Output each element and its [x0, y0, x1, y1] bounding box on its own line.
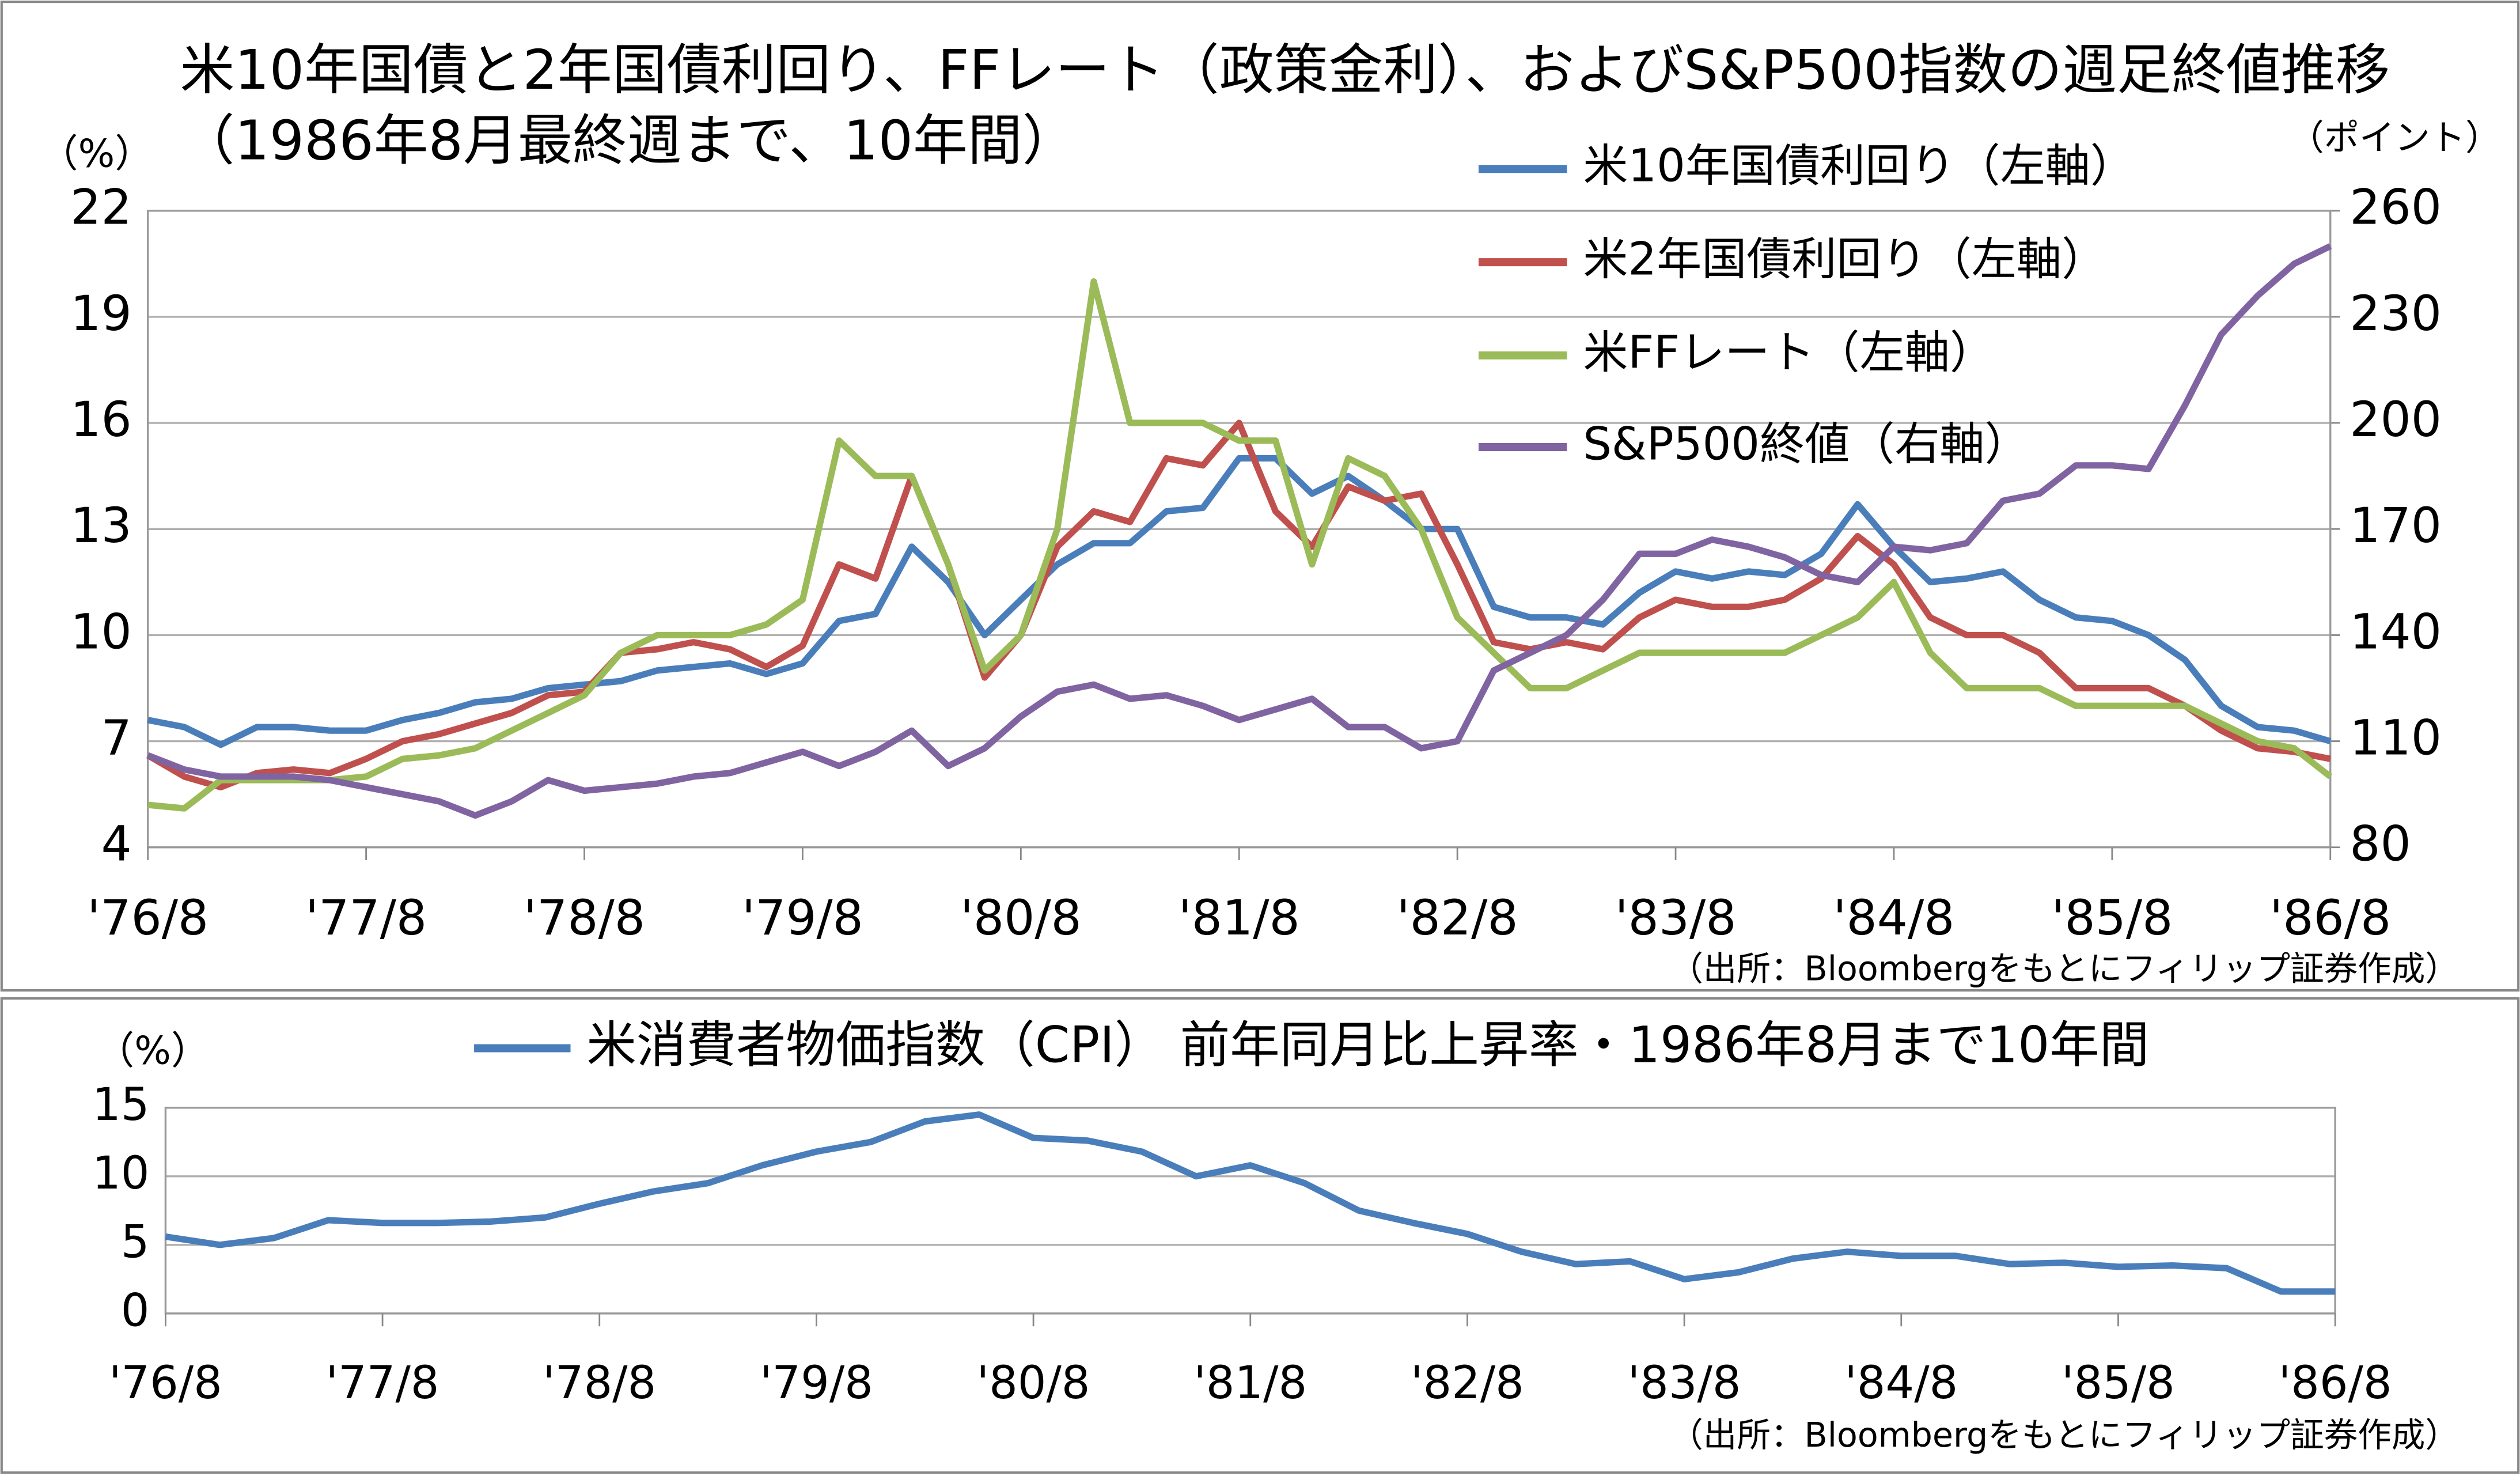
y2-tick-label: 80 [2350, 816, 2411, 872]
title-wrap: 米10年国債と2年国債利回り、FFレート（政策金利）、およびS&P500指数の週… [180, 39, 2390, 174]
y-tick-label: 19 [70, 285, 132, 342]
x-tick-label: '82/8 [1411, 1357, 1524, 1409]
series-line [146, 243, 2332, 819]
panel-border [0, 997, 2520, 1474]
series-line [146, 419, 2331, 790]
x-tick-label: '81/8 [1178, 890, 1300, 946]
x-tick-label: '83/8 [1628, 1357, 1741, 1409]
x-tick-label: '78/8 [524, 890, 645, 946]
y2-tick-label: 260 [2350, 179, 2442, 236]
x-tick-label: '83/8 [1615, 890, 1737, 946]
y2-tick-label: 140 [2350, 603, 2442, 660]
x-tick-label: '79/8 [760, 1357, 873, 1409]
y-tick-label: 7 [101, 710, 132, 766]
x-tick-label: '77/8 [305, 890, 427, 946]
x-tick-label: '78/8 [543, 1357, 656, 1409]
series-line [147, 455, 2332, 748]
y-tick-label: 10 [92, 1147, 149, 1199]
legend-label: S&P500終値（右軸） [1583, 418, 2029, 470]
series-line [147, 278, 2333, 812]
x-tick-label: '84/8 [1844, 1357, 1958, 1409]
x-tick-label: '86/8 [2269, 890, 2391, 946]
x-tick-label: '80/8 [977, 1357, 1090, 1409]
y2-unit-label: （ポイント） [2288, 118, 2500, 158]
y-tick-label: 16 [70, 391, 132, 448]
legend-label: 米消費者物価指数（CPI） 前年同月比上昇率・1986年8月まで10年間 [586, 1016, 2149, 1074]
y-tick-label: 22 [70, 179, 132, 236]
y-unit-label: （%） [40, 131, 154, 176]
x-tick-label: '81/8 [1193, 1357, 1307, 1409]
legend-label: 米2年国債利回り（左軸） [1583, 233, 2106, 286]
x-tick-label: '79/8 [742, 890, 863, 946]
plot-border [164, 1107, 2336, 1315]
panel-border [0, 1, 2520, 992]
source-note: （出所：Bloombergをもとにフィリップ証券作成） [1669, 1416, 2459, 1455]
x-tick-label: '84/8 [1833, 890, 1954, 946]
chart-title: 米10年国債と2年国債利回り、FFレート（政策金利）、およびS&P500指数の週… [180, 39, 2390, 174]
y-tick-label: 15 [92, 1078, 149, 1131]
x-tick-label: '85/8 [2062, 1357, 2175, 1409]
y2-tick-label: 170 [2350, 497, 2442, 554]
x-tick-label: '76/8 [87, 890, 209, 946]
x-tick-label: '80/8 [960, 890, 1082, 946]
x-tick-label: '86/8 [2279, 1357, 2392, 1409]
legend-label: 米FFレート（左軸） [1583, 326, 1995, 379]
x-tick-label: '77/8 [326, 1357, 439, 1409]
y2-tick-label: 200 [2350, 391, 2442, 448]
y-tick-label: 10 [70, 603, 132, 660]
x-tick-label: '82/8 [1397, 890, 1518, 946]
y-unit-label: （%） [96, 1028, 210, 1073]
source-note: （出所：Bloombergをもとにフィリップ証券作成） [1669, 949, 2459, 989]
y-tick-label: 0 [121, 1284, 150, 1337]
y-tick-label: 13 [70, 497, 132, 554]
x-tick-label: '85/8 [2051, 890, 2173, 946]
y-tick-label: 4 [101, 816, 132, 872]
series-line [165, 1111, 2336, 1295]
legend-label: 米10年国債利回り（左軸） [1583, 140, 2135, 192]
y2-tick-label: 230 [2350, 285, 2442, 342]
y2-tick-label: 110 [2350, 710, 2442, 766]
x-tick-label: '76/8 [109, 1357, 222, 1409]
y-tick-label: 5 [121, 1216, 150, 1268]
